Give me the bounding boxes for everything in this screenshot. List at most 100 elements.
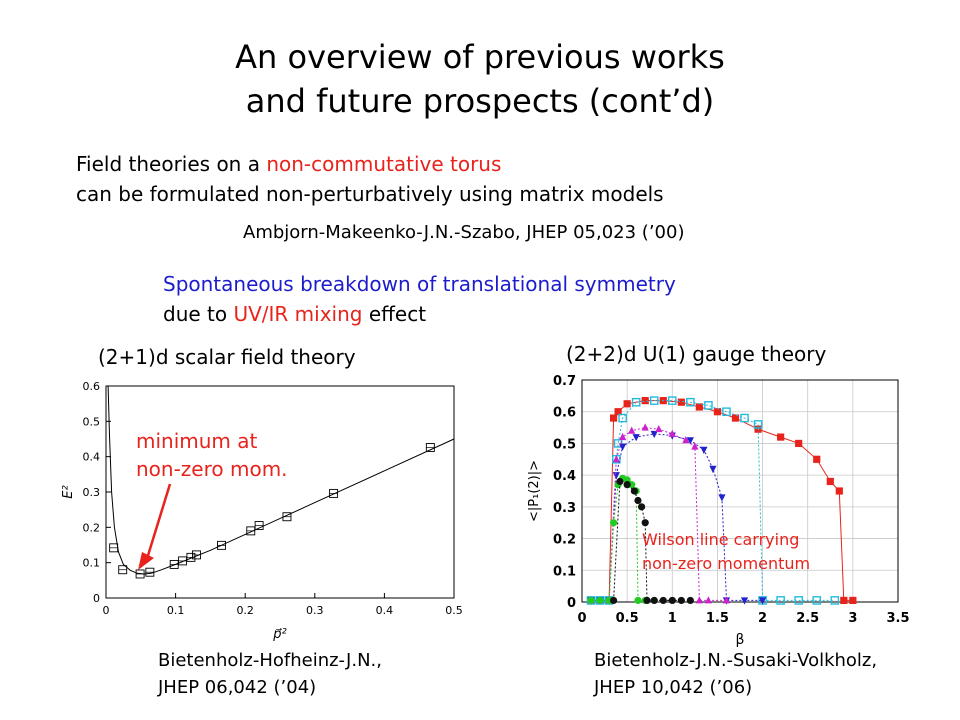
series-point	[650, 596, 658, 605]
series-point	[835, 487, 843, 495]
series-point	[722, 407, 731, 417]
x-tick-label: 0	[577, 611, 586, 626]
intro-line2: can be formulated non-perturbatively usi…	[76, 182, 664, 206]
left-chart: 0 0.1 0.2 0.3 0.4 0.5 0 0.1 0.2 0.3 0.4 0.5 0.6 p⃗² E²	[61, 380, 463, 642]
series-point	[795, 439, 803, 448]
series-point	[623, 400, 631, 408]
series-point	[686, 437, 694, 445]
series-point	[709, 465, 717, 473]
series-point	[812, 596, 822, 605]
x-tick-label: 3.5	[886, 611, 909, 626]
x-tick-label: 0.1	[167, 604, 185, 617]
series-point	[740, 597, 749, 605]
x-tick-label: 0.3	[306, 604, 324, 617]
series-point	[686, 596, 694, 605]
y-axis-label: <|P₁(2)|>	[527, 460, 542, 522]
series-point	[616, 477, 624, 486]
series-point	[650, 430, 658, 439]
series-point	[686, 397, 695, 407]
intro-line1: Field theories on a non-commutative toru…	[76, 150, 501, 178]
y-tick-label: 0.2	[553, 533, 576, 548]
y-tick-label: 0.4	[83, 451, 101, 464]
series-point	[634, 596, 642, 605]
left-citation-line1: Bietenholz-Hofheinz-J.N.,	[158, 650, 382, 671]
y-tick-label: 0.7	[553, 374, 576, 389]
x-tick-label: 0.2	[236, 604, 254, 617]
series-point	[668, 429, 676, 437]
left-panel-heading: (2+1)d scalar field theory	[98, 345, 356, 369]
y-tick-label: 0.2	[83, 521, 101, 534]
series-point	[655, 424, 663, 433]
series-point	[628, 426, 636, 434]
series-point	[659, 596, 667, 605]
series-point	[631, 397, 641, 407]
series-point	[776, 596, 785, 605]
x-tick-label: 0.5	[616, 611, 639, 626]
series-point	[613, 439, 623, 448]
x-tick-label: 0	[103, 604, 110, 617]
series-point	[610, 596, 618, 605]
x-axis-label: β	[736, 632, 745, 648]
series-point	[691, 442, 699, 450]
x-tick-label: 2.5	[796, 611, 819, 626]
y-tick-label: 0.1	[553, 564, 576, 579]
series-point	[610, 414, 618, 422]
series-point	[649, 396, 659, 405]
y-tick-label: 0.6	[83, 380, 101, 393]
series-point	[668, 596, 676, 605]
x-tick-label: 0.4	[376, 604, 394, 617]
result-line2-pre: due to	[163, 302, 234, 326]
series-point	[667, 396, 677, 405]
series-point	[758, 597, 767, 605]
series-point	[596, 596, 604, 605]
x-tick-label: 3	[848, 611, 857, 626]
right-annotation-line1: Wilson line carrying	[642, 530, 800, 549]
series-point	[641, 519, 649, 527]
series-point	[682, 436, 690, 444]
series-point	[731, 414, 740, 422]
series-point	[614, 408, 622, 416]
result-line2-post: effect	[362, 302, 427, 326]
series-point	[695, 596, 703, 604]
series-point	[695, 403, 703, 411]
intro-line1-text: Field theories on a	[76, 152, 267, 176]
x-tick-label: 1	[668, 611, 677, 626]
series-point	[704, 596, 712, 604]
result-line1: Spontaneous breakdown of translational s…	[163, 272, 676, 296]
series-point	[826, 477, 834, 486]
non-commutative-torus-highlight: non-commutative torus	[266, 152, 502, 176]
series-point	[637, 503, 646, 511]
plot-frame	[581, 379, 899, 603]
right-chart: 0 0.5 1 1.5 2 2.5 3 3.5 0 0.1 0.2 0.3 0.4 0.5 0.6 0.7 β <…	[527, 374, 910, 648]
series-point	[830, 596, 840, 605]
series-point	[587, 596, 595, 605]
series-point	[619, 432, 627, 441]
y-tick-label: 0	[93, 592, 100, 605]
x-axis-label: p⃗²	[272, 627, 286, 642]
series-point	[610, 519, 618, 527]
intro-citation: Ambjorn-Makeenko-J.N.-Szabo, JHEP 05,023…	[243, 222, 685, 243]
series-point	[618, 413, 627, 423]
left-annotation-line1: minimum at	[136, 429, 258, 453]
right-panel-heading: (2+2)d U(1) gauge theory	[566, 342, 827, 366]
series-point	[632, 434, 640, 442]
series-point	[641, 423, 649, 431]
series-point	[630, 487, 638, 495]
y-tick-label: 0.3	[553, 501, 576, 516]
y-tick-label: 0.5	[553, 437, 576, 452]
y-tick-label: 0.1	[83, 557, 101, 570]
series-point	[634, 496, 642, 505]
series-point	[740, 413, 749, 423]
series-point	[612, 455, 620, 463]
y-tick-label: 0.4	[553, 469, 576, 484]
series-point	[677, 596, 685, 605]
left-annotation-line2: non-zero mom.	[136, 457, 288, 481]
y-tick-label: 0.6	[553, 406, 576, 421]
y-tick-label: 0	[567, 596, 576, 611]
right-annotation-line2: non-zero momentum	[642, 554, 811, 573]
y-axis-label: E²	[61, 485, 76, 498]
x-tick-label: 2	[758, 611, 767, 626]
series-point	[840, 596, 848, 605]
series-point	[643, 596, 651, 605]
right-citation-line1: Bietenholz-J.N.-Susaki-Volkholz,	[594, 650, 878, 671]
